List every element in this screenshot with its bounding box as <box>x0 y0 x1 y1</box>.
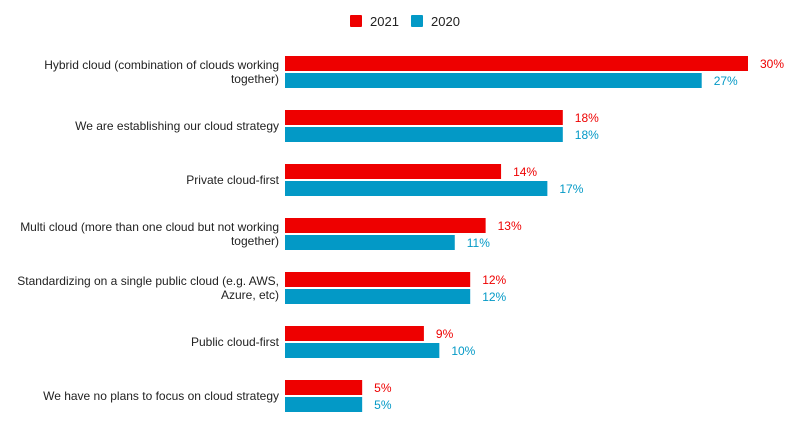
data-label-2020: 5% <box>374 398 392 412</box>
data-label-2020: 18% <box>575 128 599 142</box>
data-label-2020: 27% <box>714 74 738 88</box>
bar-2021 <box>285 272 471 287</box>
legend-swatch-2020 <box>411 15 423 27</box>
bar-2020 <box>285 73 702 88</box>
bar-2020 <box>285 181 548 196</box>
bar-2021 <box>285 56 748 71</box>
category-label: We are establishing our cloud strategy <box>75 119 279 133</box>
bar-2021 <box>285 326 424 341</box>
bar-2021 <box>285 380 363 395</box>
bar-2021 <box>285 164 502 179</box>
data-label-2021: 13% <box>498 219 522 233</box>
data-label-2020: 17% <box>559 182 583 196</box>
category-label: Standardizing on a single public cloud (… <box>17 274 279 288</box>
legend-swatch-2021 <box>350 15 362 27</box>
data-label-2021: 5% <box>374 381 392 395</box>
data-label-2020: 11% <box>467 236 490 250</box>
bar-2020 <box>285 235 455 250</box>
data-label-2020: 12% <box>482 290 506 304</box>
category-label: together) <box>231 234 279 248</box>
category-label: We have no plans to focus on cloud strat… <box>43 389 279 403</box>
bar-2020 <box>285 127 563 142</box>
bar-2020 <box>285 397 363 412</box>
category-label: Hybrid cloud (combination of clouds work… <box>44 58 279 72</box>
bar-2021 <box>285 110 563 125</box>
category-label: together) <box>231 72 279 86</box>
data-label-2021: 18% <box>575 111 599 125</box>
bar-2021 <box>285 218 486 233</box>
category-label: Multi cloud (more than one cloud but not… <box>20 220 279 234</box>
data-label-2021: 30% <box>760 57 784 71</box>
category-label: Public cloud-first <box>191 335 280 349</box>
data-label-2020: 10% <box>451 344 475 358</box>
bar-2020 <box>285 343 440 358</box>
bar-2020 <box>285 289 471 304</box>
category-label: Azure, etc) <box>221 288 279 302</box>
data-label-2021: 14% <box>513 165 537 179</box>
category-label: Private cloud-first <box>186 173 279 187</box>
data-label-2021: 12% <box>482 273 506 287</box>
legend-label-2020: 2020 <box>431 14 460 29</box>
legend-label-2021: 2021 <box>370 14 399 29</box>
data-label-2021: 9% <box>436 327 454 341</box>
